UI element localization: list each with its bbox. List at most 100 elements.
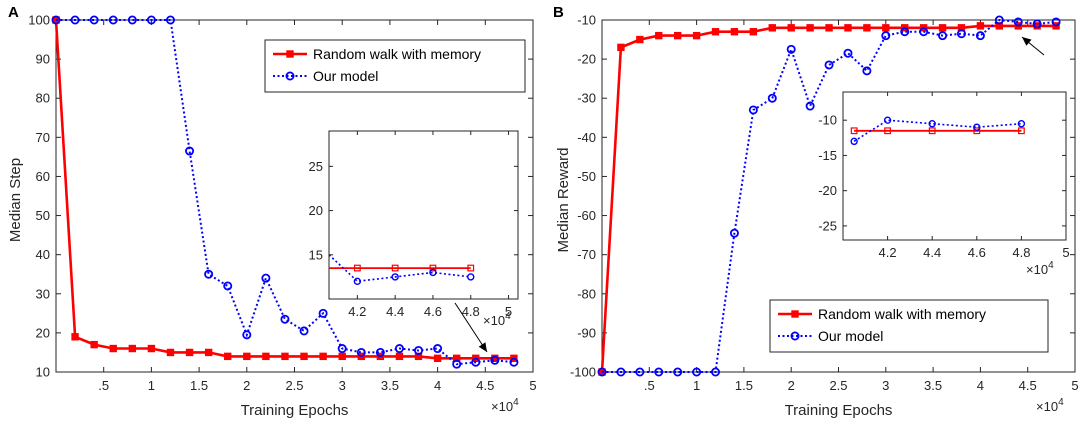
series-random-walk-point [166,348,175,357]
series-our-model-point [509,357,519,367]
legend-marker [285,71,295,81]
series-our-model-point [394,344,404,354]
series-our-model-point [165,15,175,25]
series-random-walk-point [185,348,194,357]
series-our-model-point [146,15,156,25]
inset-series-point [467,273,475,281]
inset-y-tick-label: -10 [818,113,837,128]
series-our-model-point [975,31,985,41]
legend-label: Random walk with memory [313,46,481,62]
series-random-walk-point [749,28,758,36]
series-our-model-point [375,347,385,357]
x-axis-label: Training Epochs [241,402,349,419]
series-random-walk-point [319,352,327,361]
series-our-model-point [280,314,290,324]
inset-series-point [973,123,981,131]
x-tick-label: 4.5 [476,378,494,393]
panel-a: A .5 1 1.5 2 2.5 3 3.5 4 4.5 5 10 20 30 40 50 60 70 80 90 10… [7,4,537,419]
inset-series-point [353,264,361,272]
inset-series-point [467,264,475,272]
series-random-walk-point [768,24,776,32]
y-tick-label: 100 [28,13,50,28]
series-our-model-point [127,15,137,25]
inset-x-exponent-label: ×104 [1026,260,1054,277]
series-random-walk-point [976,22,985,30]
inset-x-tick-label: 4.8 [1012,245,1030,260]
series-our-model-point [242,330,252,340]
y-tick-label: -80 [577,286,596,301]
x-exponent-label: ×104 [491,397,519,414]
series-random-walk-point [147,344,156,353]
series-random-walk-point [433,354,442,363]
series-our-model-point [767,93,777,103]
y-tick-label: -70 [577,247,596,262]
series-our-model-point [616,367,626,377]
legend: Random walk with memory Our model [769,299,1049,353]
series-our-model-point [938,31,948,41]
series-random-walk-point [262,352,270,361]
y-axis-label: Median Step [7,158,24,242]
y-axis-label: Median Reward [555,147,572,252]
y-tick-label: -60 [577,208,596,223]
series-random-walk-point [300,352,308,361]
legend: Random walk with memory Our model [264,39,526,93]
series-our-model-point [108,15,118,25]
series-random-walk-point [243,352,251,361]
zoom-arrow-head [1022,37,1032,46]
series-random-walk-point [128,344,137,353]
series-our-model-point [748,105,758,115]
inset-x-exponent-label: ×104 [483,311,511,328]
series-random-walk-point [71,333,79,341]
inset-series-point [353,277,362,286]
x-tick-label: 2.5 [829,378,847,393]
x-tick-label: 1.5 [190,378,208,393]
x-exponent-label: ×104 [1036,397,1064,414]
y-tick-label: -30 [577,91,596,106]
x-tick-label: 2.5 [285,378,303,393]
inset-x-tick-label: 4.4 [386,304,404,319]
inset-y-tick-label: -20 [818,183,837,198]
series-our-model-point [900,27,910,37]
series-random-walk-point [617,43,625,52]
series-our-model-point [654,367,664,377]
y-tick-label: 60 [36,169,50,184]
series-our-model-point [711,367,721,377]
series-our-model-point [490,355,500,365]
legend-label: Our model [313,68,378,84]
series-random-walk-point [882,24,890,32]
series-random-walk-point [204,348,213,357]
series-our-model-point [824,60,834,70]
x-tick-label: 3 [882,378,889,393]
zoom-arrow [454,302,488,353]
series-our-model-point [673,367,683,377]
x-tick-label: 2 [243,378,250,393]
x-tick-label: .5 [644,378,655,393]
series-our-model-point [185,146,195,156]
series-our-model-point [204,269,214,279]
inset-y-tick-label: 15 [309,247,323,262]
series-random-walk-point [395,352,404,361]
inset-series-point [973,127,981,135]
inset-series-point [884,127,891,135]
series-random-walk-point [414,352,423,361]
inset-x-tick-label: 4.6 [968,245,986,260]
legend-box [264,39,526,93]
inset-box [842,91,1067,241]
y-tick-label: 30 [36,286,50,301]
series-our-model-point [356,347,366,357]
x-tick-label: 2 [788,378,795,393]
series-our-model-point [337,344,347,354]
series-random-walk-point [711,28,720,36]
series-our-model-point [89,15,99,25]
legend-marker [790,331,800,341]
inset-series-point [1017,127,1025,135]
legend-box [769,299,1049,353]
x-tick-label: 3.5 [381,378,399,393]
y-tick-label: -40 [577,130,596,145]
inset-x-tick-label: 4.6 [424,304,442,319]
inset-series-point [429,264,437,272]
series-our-model-point [843,48,853,58]
series-our-model-point [318,308,328,318]
y-tick-label: -10 [577,13,596,28]
